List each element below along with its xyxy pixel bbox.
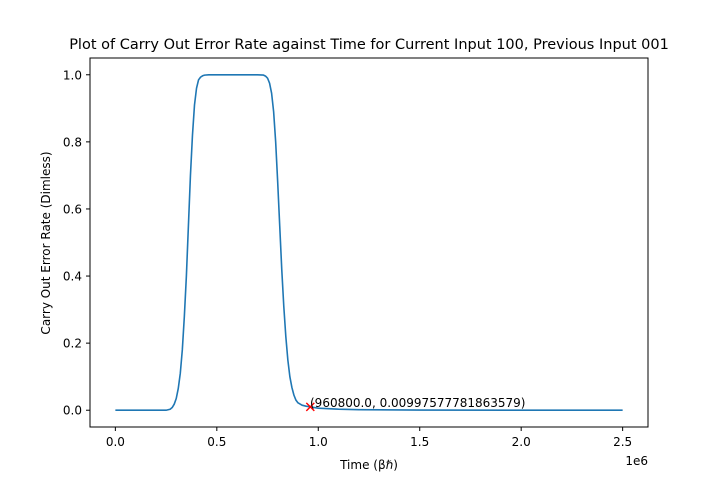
data-marker [305, 402, 315, 412]
x-axis-label: Time (βℏ) [339, 458, 398, 472]
y-tick-label: 0.4 [63, 270, 82, 284]
x-tick-label: 1.0 [309, 435, 328, 449]
axis-ticks: 0.0 0.5 1.0 1.5 2.0 2.5 0.0 0.2 0.4 0.6 0.8 1.0 [63, 68, 632, 449]
y-tick-label: 0.2 [63, 337, 82, 351]
y-tick-label: 0.8 [63, 135, 82, 149]
point-annotation: (960800.0, 0.00997577781863579) [310, 396, 526, 410]
x-offset-label: 1e6 [625, 454, 648, 468]
y-tick-label: 0.6 [63, 202, 82, 216]
x-tick-label: 0.0 [106, 435, 125, 449]
plot-area [89, 57, 649, 428]
y-axis-label: Carry Out Error Rate (Dimless) [39, 151, 53, 334]
x-tick-label: 2.0 [512, 435, 531, 449]
y-tick-label: 1.0 [63, 68, 82, 82]
axes-frame [89, 57, 649, 428]
chart-title: Plot of Carry Out Error Rate against Tim… [69, 37, 669, 53]
x-tick-label: 2.5 [613, 435, 632, 449]
x-tick-label: 0.5 [207, 435, 226, 449]
data-marker-stroke [305, 402, 315, 412]
y-tick-label: 0.0 [63, 404, 82, 418]
series-line-0 [115, 73, 623, 412]
x-tick-label: 1.5 [410, 435, 429, 449]
